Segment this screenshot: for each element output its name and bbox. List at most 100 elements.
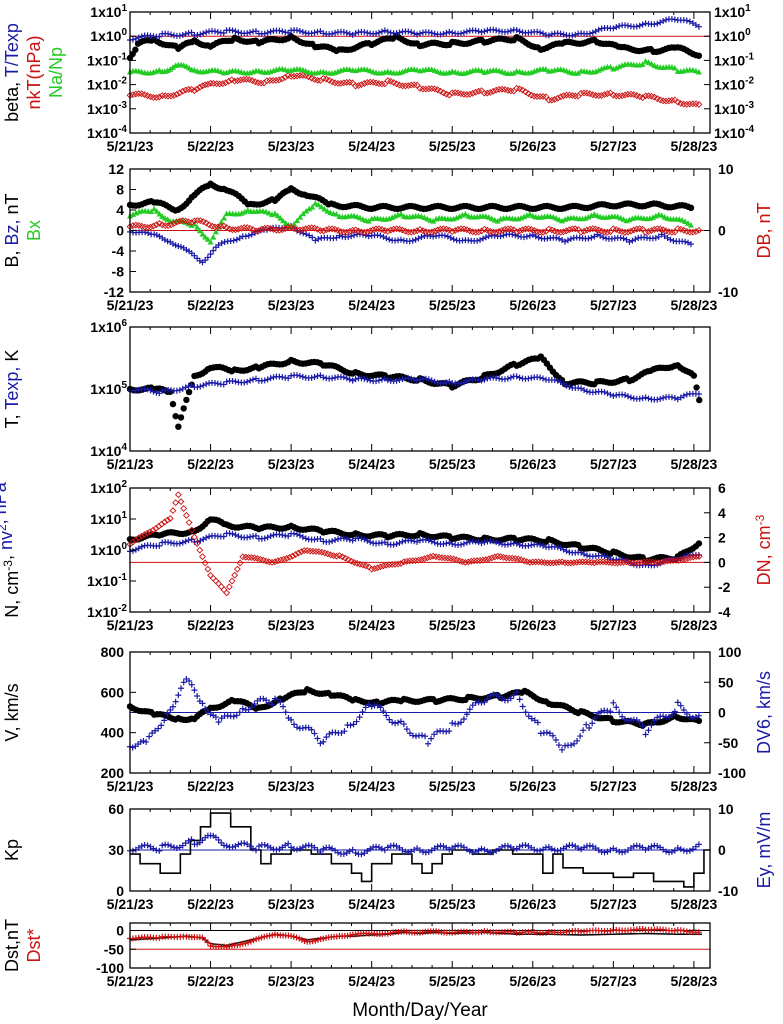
data-point-DN: [215, 580, 223, 588]
data-point-Dst*: [695, 929, 702, 936]
data-point-nkT(nPa): [191, 87, 198, 95]
data-point-DN: [672, 557, 680, 564]
data-point-Bz: [632, 236, 639, 243]
data-point-Ey: [677, 846, 684, 853]
data-point-DB: [586, 225, 594, 233]
data-point-T/Texp: [651, 21, 658, 28]
data-point-DB: [604, 228, 611, 236]
data-point-DV6: [288, 716, 295, 723]
data-point-Texp: [147, 387, 154, 394]
data-point-DV6: [674, 699, 681, 706]
data-point-nkT(nPa): [425, 85, 433, 93]
data-point-DV6: [277, 699, 284, 706]
data-point-DN: [418, 556, 425, 563]
data-point-DN: [193, 540, 201, 547]
data-point-DV6: [642, 731, 649, 738]
data-point-DV6: [484, 695, 491, 702]
plot-frame: [129, 487, 711, 613]
data-point-T/Texp: [156, 33, 163, 40]
data-point-nkT(nPa): [475, 87, 483, 95]
data-point-Texp: [449, 379, 456, 386]
data-point-Bx: [309, 204, 316, 210]
data-point-DN: [362, 562, 370, 570]
x-tick-label: 5/24/23: [348, 456, 395, 472]
data-point-Texp: [443, 379, 450, 386]
data-point-nv2: [364, 537, 371, 544]
data-point-DV6: [580, 727, 587, 734]
data-point-Bz: [202, 257, 209, 264]
data-point-Bz: [409, 237, 416, 244]
data-point-T/Texp: [411, 30, 418, 37]
y-tick-label-right: 50: [718, 674, 734, 690]
data-point-nv2: [358, 535, 365, 542]
data-point-DB: [557, 228, 565, 236]
data-point-Dst*: [607, 928, 614, 935]
data-point-nv2: [472, 538, 479, 545]
data-point-Ey: [185, 837, 192, 844]
data-point-DB: [463, 226, 471, 234]
data-point-T: [172, 412, 179, 420]
data-point-nv2: [440, 540, 447, 547]
data-point-DN: [453, 556, 461, 564]
data-point-T/Texp: [507, 27, 514, 34]
data-point-nkT(nPa): [248, 77, 256, 85]
data-point-DN: [280, 555, 288, 563]
data-point-DN: [409, 557, 417, 565]
data-point-Bz: [142, 229, 149, 236]
data-point-nkT(nPa): [272, 76, 280, 84]
data-point-Texp: [361, 375, 368, 382]
data-point-Dst*: [223, 944, 230, 951]
data-point-nkT(nPa): [533, 93, 541, 100]
data-point-nkT(nPa): [472, 88, 480, 96]
data-point-nv2: [537, 541, 544, 548]
data-point-Ey: [349, 846, 356, 853]
data-point-DN: [637, 559, 645, 566]
data-point-Bz: [497, 233, 504, 240]
data-point-DN: [620, 558, 628, 566]
data-point-DB: [152, 221, 160, 229]
data-point-DV6: [519, 703, 526, 710]
data-point-DN: [209, 574, 217, 582]
data-point-Ey: [390, 842, 397, 849]
data-point-Dst*: [258, 934, 265, 941]
data-point-Texp: [674, 396, 681, 403]
data-point-Bx: [153, 208, 160, 214]
x-tick-label: 5/28/23: [671, 456, 718, 472]
data-point-Ey: [452, 843, 459, 850]
data-point-DN: [555, 558, 563, 566]
data-point-nv2: [229, 530, 236, 537]
data-point-T/Texp: [267, 28, 274, 35]
data-point-DV6: [386, 716, 393, 723]
data-point-DV6: [607, 708, 614, 715]
data-point-Ey: [575, 845, 582, 852]
data-point-DV6: [610, 699, 617, 706]
data-point-T/Texp: [414, 31, 421, 38]
data-point-DV6: [293, 724, 300, 731]
data-point-Texp: [314, 373, 321, 380]
data-point-Texp: [507, 374, 514, 381]
data-point-nv2: [179, 539, 186, 546]
data-point-Bz: [477, 236, 484, 243]
data-point-Dst*: [255, 935, 262, 942]
data-point-T/Texp: [168, 31, 175, 38]
data-point-Ey: [241, 840, 248, 847]
data-point-DB: [692, 228, 700, 235]
y-tick-label: 30: [108, 842, 124, 858]
data-point-Na/Np: [695, 68, 702, 75]
data-point-Bz: [685, 239, 692, 246]
data-point-Dst*: [156, 934, 163, 941]
data-point-Texp: [311, 374, 318, 381]
data-point-DN: [485, 555, 493, 563]
data-point-DV6: [365, 701, 372, 708]
data-point-Texp: [214, 380, 221, 387]
data-point-Ey: [484, 848, 491, 855]
data-point-DN: [394, 560, 402, 568]
data-point-DV6: [568, 742, 575, 749]
data-point-DN: [391, 560, 399, 568]
data-point-DN: [406, 557, 414, 565]
data-point-Bz: [567, 235, 574, 242]
data-point-Bz: [153, 232, 160, 239]
data-point-DV6: [341, 728, 348, 735]
data-point-Texp: [364, 376, 371, 383]
data-point-Bx: [280, 217, 287, 224]
